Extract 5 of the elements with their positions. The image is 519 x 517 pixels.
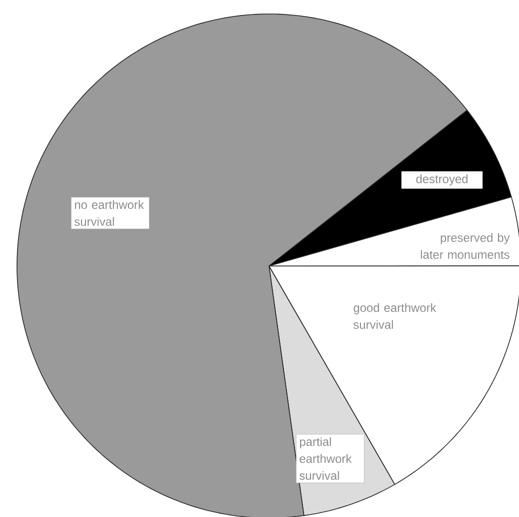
slice-label: good earthwork survival: [354, 303, 436, 329]
slice-label: partial earthwork survival: [300, 437, 352, 480]
slice-label: destroyed: [416, 174, 468, 186]
slice-label: preserved by later monuments: [420, 233, 510, 259]
slice-label: no earthwork survival: [74, 200, 144, 226]
